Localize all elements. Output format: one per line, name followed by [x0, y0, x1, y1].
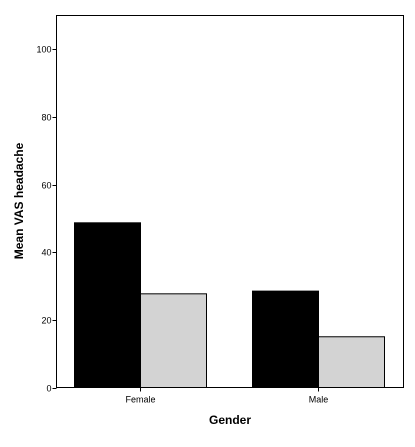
x-tick-label: Male: [309, 395, 329, 405]
x-axis: Female Male: [125, 387, 329, 405]
y-axis-title: Mean VAS headache: [12, 142, 26, 259]
bar-female-series-2: [140, 293, 207, 388]
y-tick-label: 80: [41, 113, 51, 123]
bar-male-series-1: [252, 290, 319, 389]
bars-group: [74, 222, 385, 389]
x-axis-title: Gender: [209, 413, 251, 427]
y-axis: 0 20 40 60 80 100: [36, 45, 57, 394]
y-tick-label: 0: [46, 384, 51, 394]
x-tick-label: Female: [125, 395, 155, 405]
y-tick-label: 20: [41, 316, 51, 326]
y-tick-label: 100: [36, 45, 51, 55]
bar-female-series-1: [74, 222, 141, 388]
y-tick-label: 60: [41, 181, 51, 191]
y-tick-label: 40: [41, 248, 51, 258]
bar-male-series-2: [318, 336, 385, 389]
